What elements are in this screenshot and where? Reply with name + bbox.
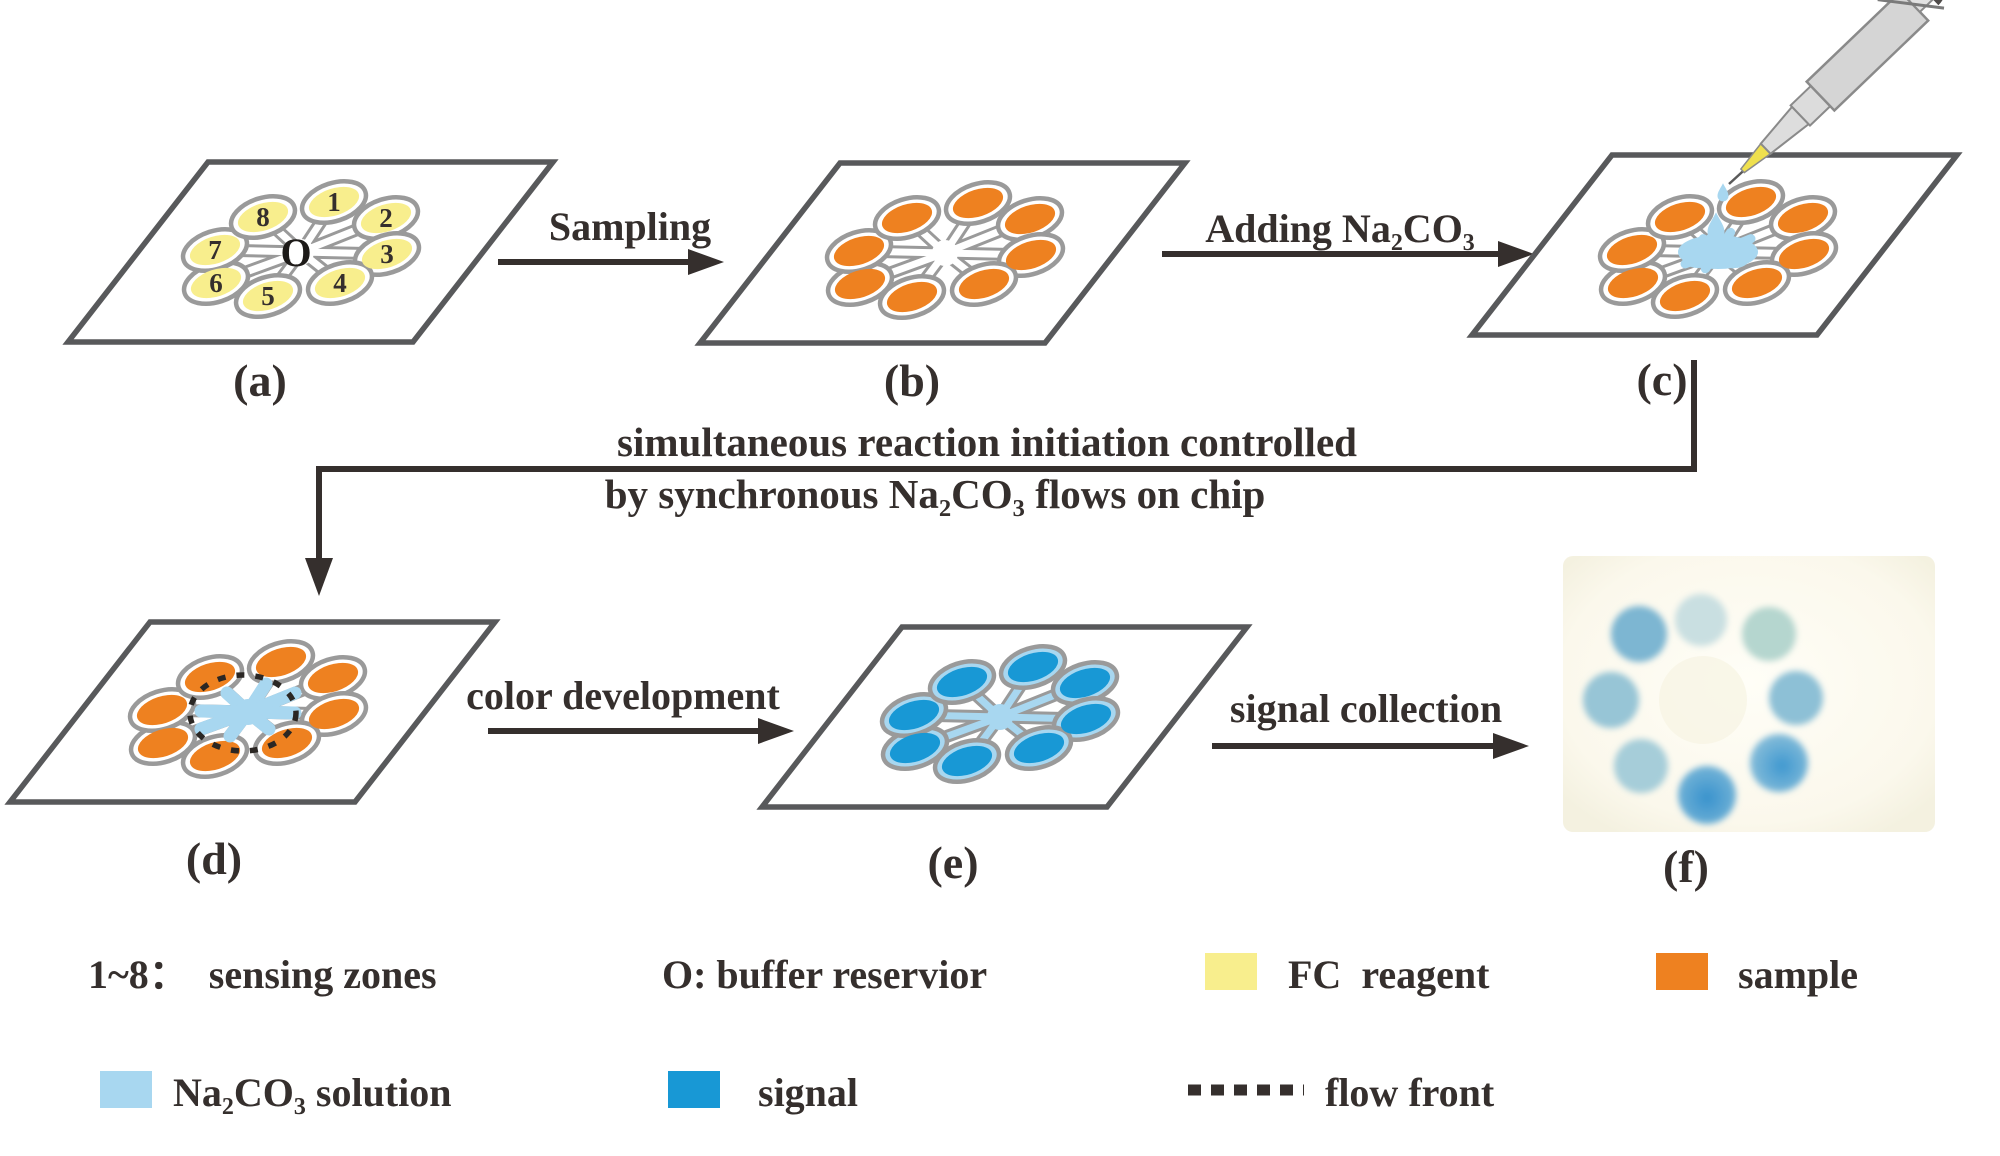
legend-fc-reagent: FC reagent (1288, 952, 1490, 997)
step-label-d: (d) (186, 833, 242, 884)
sampling-arrow-label: Sampling (549, 204, 711, 249)
spot-7 (1583, 672, 1639, 728)
chip-a: 1 2 3 4 5 6 7 8 O (62, 159, 559, 345)
zone-number-5: 5 (261, 281, 275, 311)
step-label-a: (a) (233, 355, 287, 406)
spot-8 (1611, 606, 1667, 662)
chip-d (4, 619, 501, 805)
step-label-f: (f) (1663, 841, 1709, 892)
zone-number-2: 2 (379, 203, 393, 233)
connector-note-line1: simultaneous reaction initiation control… (617, 419, 1357, 465)
pipette-barrel (1804, 0, 1930, 113)
result-photo (1563, 556, 1935, 832)
legend-signal: signal (758, 1070, 858, 1115)
zone-number-6: 6 (209, 268, 223, 298)
adding-na2co3-arrow-label: Adding Na₂CO₃ (1205, 206, 1475, 251)
adding-na2co3-arrow: Adding Na₂CO₃ (1162, 206, 1534, 267)
legend-sensing-zones: 1~8： sensing zones (88, 952, 437, 997)
connector-note-line2: by synchronous Na₂CO₃ flows on chip (605, 471, 1266, 517)
spot-3 (1769, 671, 1823, 725)
step-label-c: (c) (1636, 354, 1687, 405)
sensing-zone-numbers: 1 2 3 4 5 6 7 8 O (208, 187, 394, 311)
zone-number-8: 8 (256, 202, 270, 232)
color-development-arrow: color development (466, 673, 794, 744)
signal-spots (1583, 594, 1823, 824)
spot-5 (1678, 766, 1736, 824)
spot-6 (1614, 739, 1668, 793)
color-development-arrow-label: color development (466, 673, 780, 718)
legend: 1~8： sensing zones O: buffer reservior F… (88, 952, 1858, 1115)
legend-swatch-na2co3 (100, 1071, 152, 1108)
connector-arrow: simultaneous reaction initiation control… (305, 360, 1697, 596)
zone-number-3: 3 (380, 239, 394, 269)
pipette (1707, 0, 1945, 241)
zone-number-7: 7 (208, 235, 222, 265)
legend-sample: sample (1738, 952, 1858, 997)
legend-flow-front: flow front (1325, 1070, 1495, 1115)
spot-2 (1742, 607, 1796, 661)
step-label-e: (e) (927, 837, 978, 888)
chip-b (694, 160, 1191, 346)
signal-collection-arrow: signal collection (1212, 686, 1529, 759)
legend-swatch-signal (668, 1071, 720, 1108)
spot-1 (1675, 594, 1727, 646)
zone-number-4: 4 (333, 268, 347, 298)
signal-collection-arrow-label: signal collection (1230, 686, 1502, 731)
spot-4 (1750, 734, 1808, 792)
na2co3-puddle (1678, 232, 1758, 269)
legend-swatch-fc-reagent (1205, 953, 1257, 990)
chip-e (756, 624, 1253, 810)
zone-number-1: 1 (327, 187, 341, 217)
legend-swatch-sample (1656, 953, 1708, 990)
step-label-b: (b) (884, 355, 940, 406)
chip-c (1466, 0, 1963, 338)
legend-buffer-reservoir: O: buffer reservior (662, 952, 987, 997)
sampling-arrow: Sampling (498, 204, 724, 275)
flow-front-ring (187, 672, 299, 754)
buffer-reservoir-label: O (280, 230, 311, 275)
legend-na2co3-solution: Na₂CO₃ solution (173, 1070, 451, 1115)
